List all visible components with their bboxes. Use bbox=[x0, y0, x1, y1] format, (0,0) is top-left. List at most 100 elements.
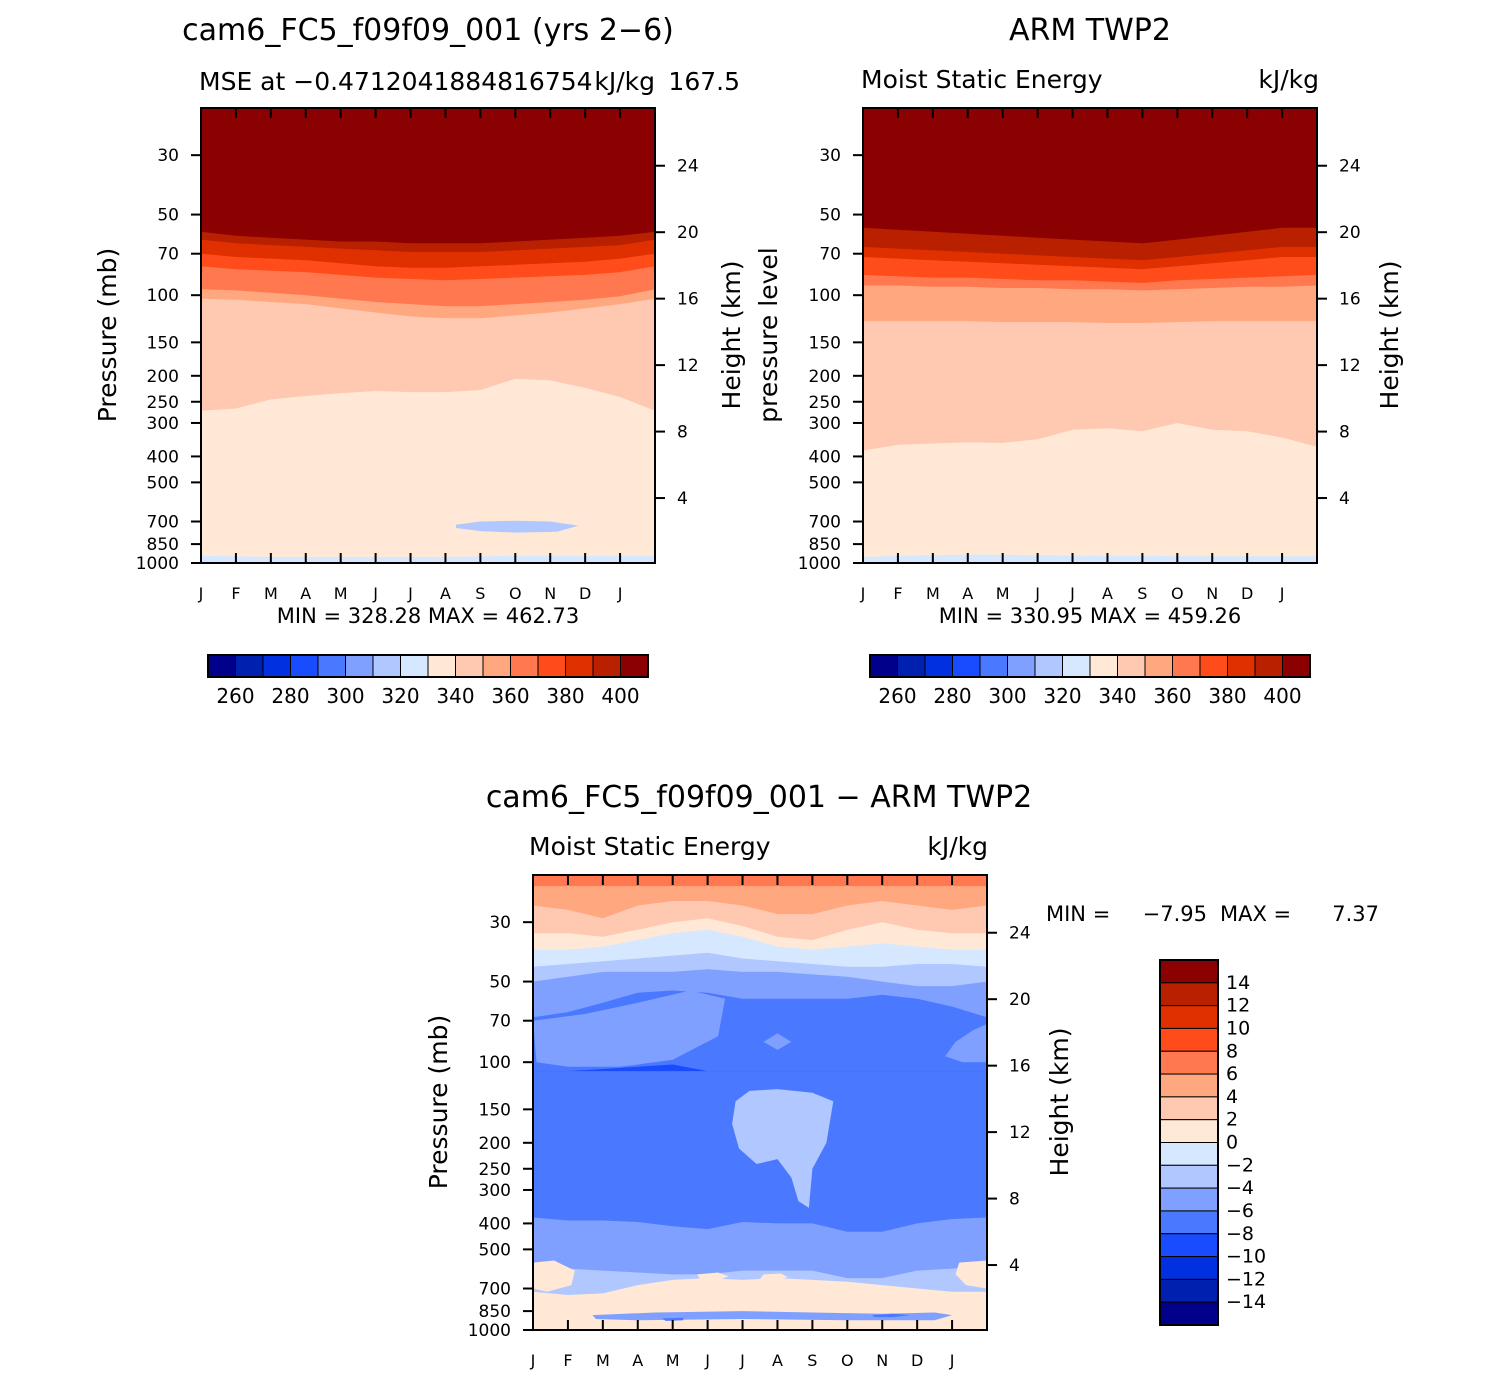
y-tick-label: 70 bbox=[157, 245, 179, 265]
colorbar-label: 4 bbox=[1226, 1086, 1238, 1108]
colorbar-label: 320 bbox=[381, 684, 419, 708]
panel-subtitle-right: kJ/kg bbox=[927, 832, 988, 861]
colorbar-swatch bbox=[1282, 654, 1311, 678]
colorbar-swatch bbox=[1159, 1096, 1219, 1121]
y-tick-label: 1000 bbox=[468, 1321, 511, 1341]
colorbar-swatch bbox=[1159, 1164, 1219, 1189]
panel-subtitle-right: kJ/kg bbox=[1258, 65, 1319, 94]
colorbar-swatch bbox=[1007, 654, 1036, 678]
x-tick-label: J bbox=[530, 1351, 536, 1370]
colorbar-label: 360 bbox=[1153, 684, 1191, 708]
colorbar-swatch bbox=[1159, 1050, 1219, 1075]
x-tick-label: A bbox=[300, 584, 311, 603]
contour-band bbox=[863, 554, 1317, 563]
x-tick-label: M bbox=[596, 1351, 610, 1370]
x-tick-label: M bbox=[334, 584, 348, 603]
x-tick-label: S bbox=[475, 584, 485, 603]
colorbar-swatch bbox=[427, 654, 456, 678]
y-axis-label: Pressure (mb) bbox=[93, 248, 122, 422]
colorbar-frame bbox=[1159, 959, 1219, 1326]
contour-patch bbox=[533, 990, 726, 1067]
y-tick-label: 30 bbox=[157, 146, 179, 166]
colorbar-swatch bbox=[1144, 654, 1173, 678]
colorbar-label: 380 bbox=[1208, 684, 1246, 708]
y-right-tick-label: 16 bbox=[1339, 290, 1361, 310]
min-label: MIN = bbox=[1046, 902, 1110, 926]
colorbar-swatch bbox=[1159, 1005, 1219, 1029]
colorbar-label: 10 bbox=[1226, 1017, 1250, 1039]
x-tick-label: J bbox=[860, 584, 866, 603]
y-tick-label: 100 bbox=[479, 1053, 511, 1073]
y-tick-label: 400 bbox=[809, 447, 841, 467]
y-axis-label: Pressure (mb) bbox=[424, 1015, 453, 1189]
y-tick-label: 50 bbox=[819, 206, 841, 226]
y-tick-label: 30 bbox=[489, 913, 511, 933]
y-tick-label: 50 bbox=[157, 206, 179, 226]
panel-subtitle-extra: 167.5 bbox=[668, 67, 740, 96]
colorbar-swatch bbox=[1089, 654, 1118, 678]
panel-model-mse: cam6_FC5_f09f09_001 (yrs 2−6) MSE at −0.… bbox=[93, 13, 746, 708]
y-right-tick-label: 4 bbox=[1009, 1256, 1020, 1276]
y-tick-label: 200 bbox=[809, 367, 841, 387]
min-max-stats: MIN = 328.28 MAX = 462.73 bbox=[277, 604, 579, 628]
colorbar-swatch bbox=[262, 654, 291, 678]
colorbar-label: 0 bbox=[1226, 1132, 1238, 1154]
contour-patch bbox=[697, 1272, 729, 1282]
y-axis-label: pressure level bbox=[754, 247, 783, 422]
colorbar-swatch bbox=[400, 654, 429, 678]
colorbar-swatch bbox=[1117, 654, 1146, 678]
y-axis-right-label: Height (km) bbox=[717, 261, 746, 410]
colorbar-swatch bbox=[1159, 1278, 1219, 1303]
colorbar-label: 260 bbox=[216, 684, 254, 708]
colorbar-label: −12 bbox=[1226, 1268, 1266, 1290]
x-tick-label: A bbox=[772, 1351, 783, 1370]
colorbar-swatch bbox=[979, 654, 1008, 678]
colorbar-label: 400 bbox=[601, 684, 639, 708]
x-tick-label: J bbox=[407, 584, 413, 603]
colorbar-label: −14 bbox=[1226, 1291, 1266, 1313]
colorbar-label: 6 bbox=[1226, 1063, 1238, 1085]
colorbar-swatch bbox=[1159, 982, 1219, 1007]
y-axis-right-label: Height (km) bbox=[1045, 1028, 1074, 1177]
contour-patch bbox=[871, 1313, 911, 1318]
x-tick-label: M bbox=[996, 584, 1010, 603]
colorbar-swatch bbox=[537, 654, 566, 678]
y-tick-label: 250 bbox=[147, 393, 179, 413]
colorbar-label: −10 bbox=[1226, 1246, 1266, 1268]
colorbar-label: 340 bbox=[1098, 684, 1136, 708]
colorbar-swatch bbox=[952, 654, 981, 678]
colorbar-label: −8 bbox=[1226, 1223, 1254, 1245]
x-tick-label: A bbox=[440, 584, 451, 603]
colorbar-swatch bbox=[620, 654, 649, 678]
colorbar-label: 280 bbox=[933, 684, 971, 708]
colorbar-swatch bbox=[1172, 654, 1201, 678]
colorbar-swatch bbox=[1159, 1073, 1219, 1098]
x-tick-label: D bbox=[911, 1351, 923, 1370]
y-tick-label: 150 bbox=[479, 1100, 511, 1120]
min-value: −7.95 bbox=[1143, 902, 1207, 926]
contour-patch bbox=[533, 1260, 575, 1292]
y-tick-label: 250 bbox=[809, 393, 841, 413]
contour-patch bbox=[732, 1089, 834, 1208]
x-tick-label: N bbox=[544, 584, 556, 603]
colorbar-swatch bbox=[1159, 1233, 1219, 1258]
y-tick-label: 850 bbox=[809, 535, 841, 555]
x-tick-label: D bbox=[1241, 584, 1253, 603]
x-tick-label: J bbox=[739, 1351, 745, 1370]
plot-frame bbox=[200, 107, 656, 564]
x-tick-label: J bbox=[198, 584, 204, 603]
panel-title: ARM TWP2 bbox=[1009, 13, 1171, 48]
colorbar-label: −4 bbox=[1226, 1177, 1254, 1199]
y-tick-label: 700 bbox=[147, 513, 179, 533]
y-axis-right-label: Height (km) bbox=[1375, 261, 1404, 410]
y-tick-label: 150 bbox=[147, 333, 179, 353]
panel-subtitle-left: Moist Static Energy bbox=[529, 832, 771, 861]
colorbar-swatch bbox=[1062, 654, 1091, 678]
colorbar-label: −2 bbox=[1226, 1154, 1254, 1176]
x-tick-label: M bbox=[264, 584, 278, 603]
y-tick-label: 300 bbox=[809, 414, 841, 434]
